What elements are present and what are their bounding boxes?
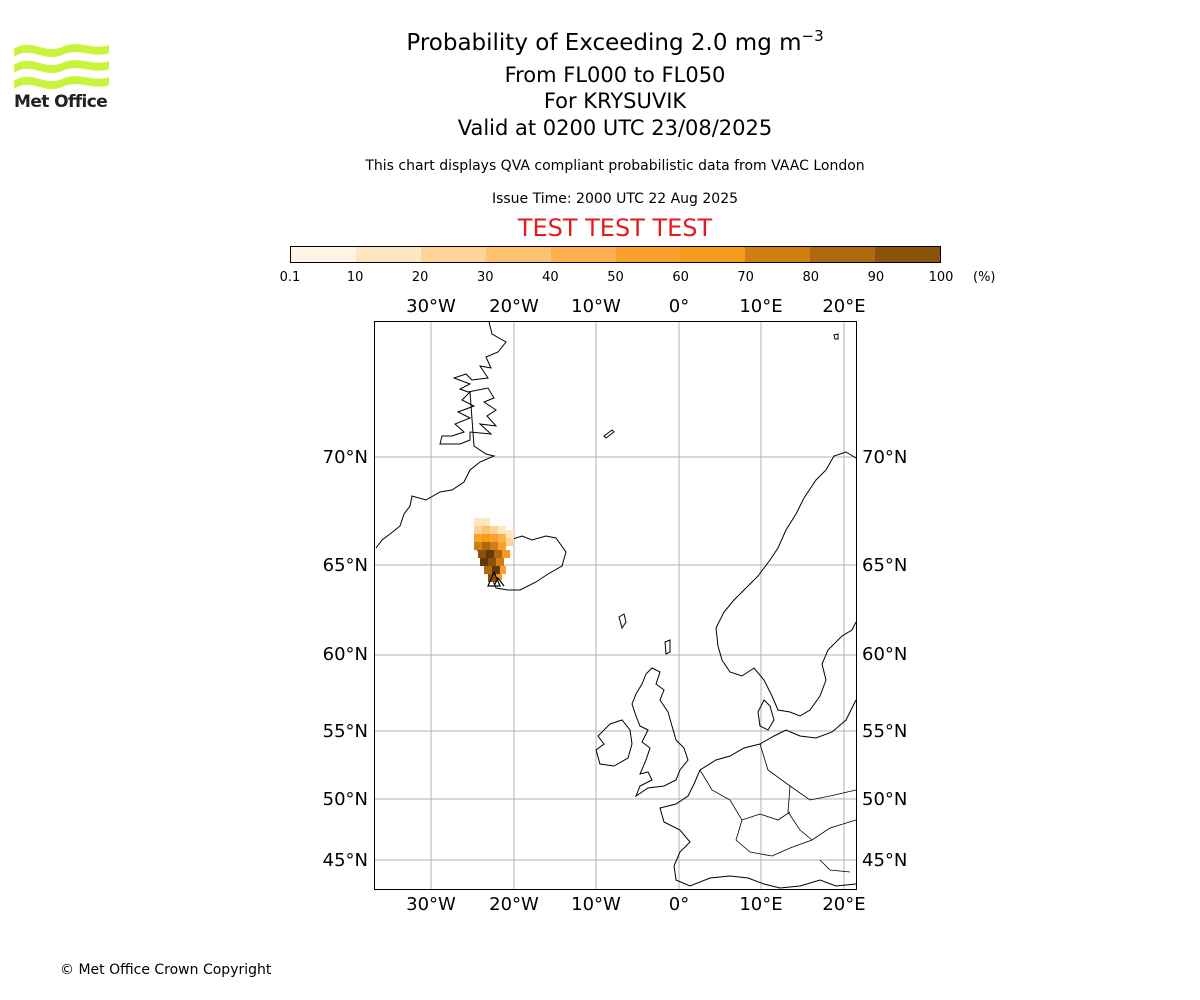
coastline-jan-mayen (603, 429, 615, 439)
colorbar-tick-label: 80 (802, 270, 820, 285)
colorbar-tick-label: 100 (928, 270, 954, 285)
colorbar-tick-label: 70 (737, 270, 754, 285)
chart-description: This chart displays QVA compliant probab… (365, 158, 865, 174)
colorbar-segment (550, 247, 616, 262)
flight-levels: From FL000 to FL050 (504, 63, 726, 87)
axis-labels: 30°W 20°W 10°W 0° 10°E 20°E 30°W 20°W 10… (323, 296, 908, 915)
coastline-shetland (664, 639, 671, 655)
title-exponent: −3 (801, 27, 824, 45)
colorbar-tick-label: 10 (346, 270, 364, 285)
lon-label-top: 10°E (739, 296, 782, 317)
lon-label-top: 30°W (406, 296, 456, 317)
copyright-notice: © Met Office Crown Copyright (60, 962, 272, 978)
coastline-ireland (595, 719, 633, 767)
lat-label-right: 45°N (862, 850, 907, 871)
colorbar-tick-label: 50 (607, 270, 624, 285)
colorbar-tick-label: 0.1 (279, 270, 301, 285)
colorbar-tick-label: 20 (411, 270, 429, 285)
test-banner: TEST TEST TEST (517, 214, 713, 242)
colorbar-segment (355, 247, 421, 262)
lon-label-bottom: 30°W (406, 894, 456, 915)
lat-label-left: 65°N (323, 555, 368, 576)
chart-title: Probability of Exceeding 2.0 mg m−3 (0, 27, 1200, 56)
issue-time: Issue Time: 2000 UTC 22 Aug 2025 (491, 191, 739, 207)
lon-label-bottom: 0° (669, 894, 689, 915)
graticule (375, 322, 856, 889)
lat-label-left: 50°N (323, 789, 368, 810)
title-prefix: Probability of Exceeding 2.0 mg m (406, 30, 802, 56)
coastline-great-britain (631, 667, 689, 798)
logo-wordmark: Met Office (14, 92, 108, 112)
lon-label-top: 10°W (571, 296, 621, 317)
coastline-denmark (757, 699, 775, 731)
ash-probability-plume (474, 518, 514, 587)
colorbar-segment (680, 247, 746, 262)
coastline-faroes (618, 613, 627, 630)
lat-label-left: 70°N (323, 447, 368, 468)
lon-label-bottom: 20°W (489, 894, 539, 915)
lat-label-left: 60°N (323, 644, 368, 665)
met-office-logo-icon (14, 44, 109, 90)
lon-label-bottom: 10°E (739, 894, 782, 915)
lon-label-bottom: 10°W (571, 894, 621, 915)
lat-label-right: 55°N (862, 721, 907, 742)
probability-colorbar (290, 246, 941, 263)
lon-label-bottom: 20°E (822, 894, 865, 915)
colorbar-tick-label: 60 (672, 270, 689, 285)
colorbar-tick-label: 40 (542, 270, 559, 285)
colorbar-segment (291, 247, 356, 262)
lat-label-right: 60°N (862, 644, 907, 665)
coastline-greenland (375, 321, 507, 549)
lon-label-top: 20°E (822, 296, 865, 317)
volcano-marker-icon (487, 570, 505, 587)
colorbar-segment (810, 247, 876, 262)
border-lines (699, 743, 857, 873)
colorbar-segment (875, 247, 941, 262)
coastline-continent (659, 699, 857, 889)
volcano-name: For KRYSUVIK (543, 89, 687, 113)
colorbar-segment (745, 247, 811, 262)
lon-label-top: 20°W (489, 296, 539, 317)
lat-label-left: 45°N (323, 850, 368, 871)
coastline-scandinavia (715, 451, 857, 717)
coastline-bear-island (833, 333, 839, 340)
lat-label-right: 65°N (862, 555, 907, 576)
valid-time: Valid at 0200 UTC 23/08/2025 (457, 116, 773, 140)
colorbar-tick-label: 30 (477, 270, 494, 285)
lat-label-left: 55°N (323, 721, 368, 742)
colorbar-segment (485, 247, 551, 262)
colorbar-unit: (%) (973, 270, 996, 285)
lat-label-right: 70°N (862, 447, 907, 468)
colorbar-segment (615, 247, 681, 262)
lat-label-right: 50°N (862, 789, 907, 810)
map-frame (374, 321, 857, 890)
colorbar-segment (420, 247, 486, 262)
coastlines (375, 321, 857, 889)
lon-label-top: 0° (669, 296, 689, 317)
colorbar-tick-label: 90 (867, 270, 885, 285)
